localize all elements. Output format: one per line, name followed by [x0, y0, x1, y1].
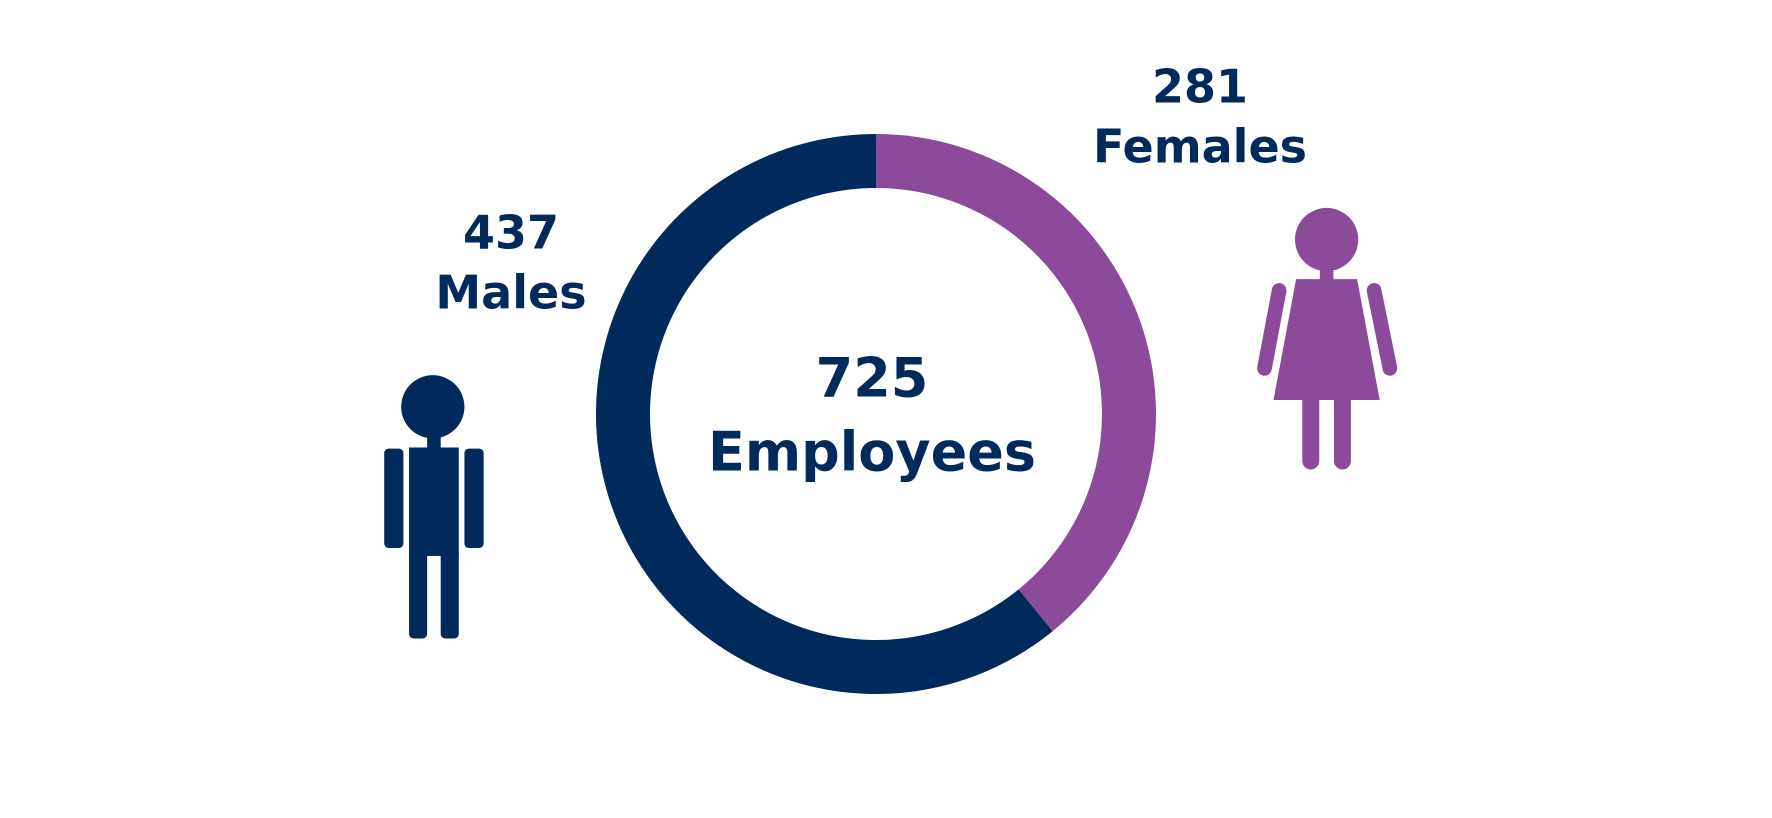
- male-icon: [384, 375, 484, 639]
- center-label: Employees: [708, 421, 1036, 484]
- donut: [596, 134, 1156, 694]
- segment-value: 281: [1152, 60, 1248, 114]
- donut-segment: [596, 134, 1053, 694]
- segment-name: Females: [1093, 120, 1307, 174]
- segment-value: 437: [463, 206, 559, 260]
- donut-segment: [876, 134, 1156, 632]
- female-icon: [1257, 207, 1398, 470]
- center-value: 725: [816, 347, 929, 410]
- segment-name: Males: [435, 266, 586, 320]
